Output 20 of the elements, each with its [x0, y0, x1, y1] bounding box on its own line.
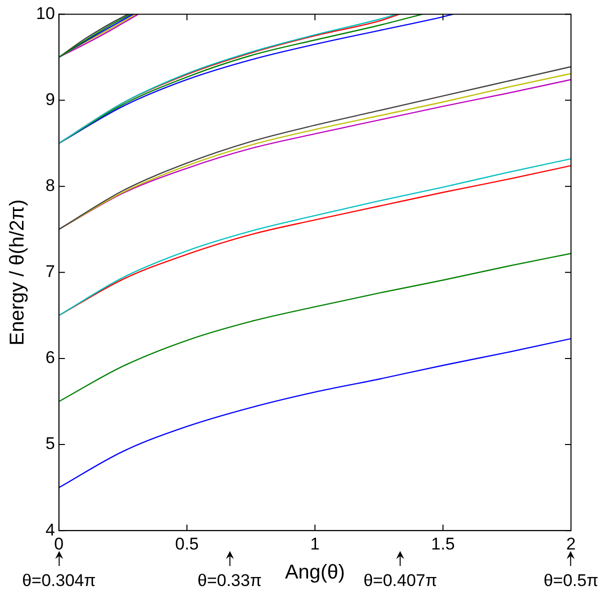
- y-tick-label: 5: [45, 434, 55, 454]
- x-tick-label: 1: [310, 534, 320, 554]
- line-series: [58, 252, 571, 402]
- x-tick-label: 2: [566, 534, 576, 554]
- text: θ=0.33π: [197, 570, 262, 591]
- x-tick-label: 0: [54, 534, 64, 554]
- y-axis-title: Energy / θ(h/2π): [6, 199, 29, 346]
- text: θ=0.304π: [22, 570, 96, 591]
- line-series: [58, 338, 571, 488]
- y-tick-label: 4: [45, 520, 55, 540]
- x-tick-label: 1.5: [431, 534, 455, 554]
- x-axis-title: Ang(θ): [284, 562, 345, 584]
- y-tick-label: 6: [45, 348, 55, 368]
- y-tick-label: 7: [45, 262, 55, 282]
- text: θ=0.407π: [363, 570, 438, 591]
- x-tick-label: 0.5: [175, 534, 199, 554]
- y-tick-label: 9: [45, 90, 55, 109]
- text: θ=0.5π: [544, 570, 598, 591]
- y-tick-label: 8: [45, 176, 55, 196]
- y-tick-label: 10: [36, 4, 55, 23]
